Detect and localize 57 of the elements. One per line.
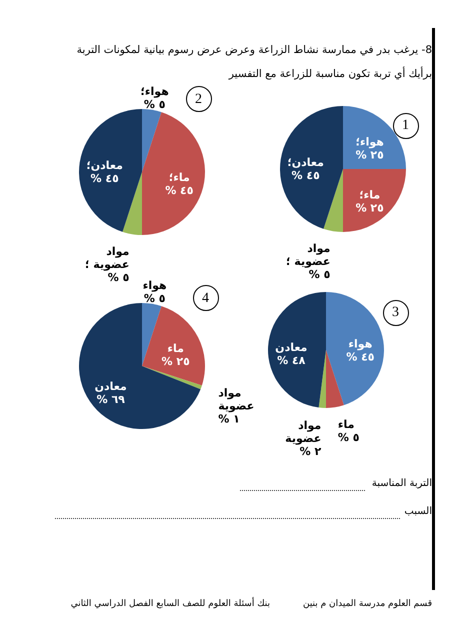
pie-slice — [142, 109, 162, 172]
pie-slice — [324, 169, 343, 232]
slice-label: معادن — [94, 380, 127, 394]
pie-slice — [142, 306, 205, 386]
pie-slice — [79, 109, 142, 232]
pie-slice — [142, 366, 202, 390]
pie-slice — [142, 112, 205, 235]
data-label: ٢٥ % — [356, 202, 384, 215]
slice-label: هواء؛ — [356, 135, 384, 148]
data-label: ١ % — [218, 412, 240, 426]
chart-title: 2 — [195, 92, 202, 107]
text: التربة المناسبة — [372, 478, 432, 490]
slice-label: مواد عضوية — [218, 386, 254, 412]
slice-label: مواد عضوية — [285, 418, 322, 445]
text: قسم العلوم مدرسة الميدان م بنين — [302, 599, 432, 610]
data-label: ٥ % — [108, 271, 130, 284]
data-label: ٤٨ % — [277, 354, 306, 367]
pie-slice — [326, 350, 344, 408]
data-label: ٥ % — [308, 268, 331, 282]
text: 4 — [202, 290, 209, 306]
data-label: ٦٩ % — [96, 393, 126, 406]
data-label: ٥ % — [338, 431, 360, 444]
slice-label: معادن — [275, 340, 308, 354]
slice-label: هواء؛ — [140, 84, 169, 98]
data-label: ٤٥ % — [346, 350, 375, 364]
slice-label: هواء — [348, 338, 372, 351]
pie-slice — [142, 303, 162, 366]
data-label: ٤٥ % — [165, 184, 194, 197]
pie-slice — [318, 350, 326, 408]
slice-label: معادن؛ — [86, 159, 123, 172]
text: السبب — [404, 506, 432, 518]
data-label: ٢٥ % — [356, 148, 384, 162]
data-label: ٥ % — [144, 292, 166, 305]
pie-slice — [79, 303, 201, 429]
pie-slice — [326, 292, 384, 406]
slice-label: ماء؛ — [168, 170, 190, 184]
pie-slice — [268, 292, 326, 408]
slice-label: مواد عضوية ؛ — [286, 242, 330, 268]
text: 1 — [402, 118, 409, 133]
text: 3 — [392, 305, 399, 320]
slice-label: مواد عضوية ؛ — [85, 245, 130, 272]
slice-label: ماء — [167, 342, 184, 355]
slice-label: ماء — [338, 418, 354, 432]
slice-label: هواء — [142, 278, 167, 292]
pie-slice — [343, 169, 406, 232]
text: بنك أسئلة العلوم للصف السابع الفصل الدراسي الثاني — [70, 599, 270, 610]
text: 8- يرغب بدر في ممارسة نشاط الزراعة وعرض عرض رسوم بيانية لمكونات التربة — [76, 44, 432, 57]
data-label: ٤٥ % — [292, 169, 320, 182]
data-label: ٢٥ % — [162, 354, 190, 368]
slice-label: ماء؛ — [359, 188, 380, 202]
data-label: ٥ % — [144, 98, 166, 111]
text: برأيك أي تربة تكون مناسبة للزراعة مع التفسير — [228, 68, 432, 81]
data-label: ٢ % — [300, 444, 322, 458]
data-label: ٤٥ % — [90, 172, 120, 186]
pie-slice — [280, 106, 343, 229]
pie-slice — [122, 172, 142, 235]
slice-label: معادن؛ — [287, 156, 324, 170]
